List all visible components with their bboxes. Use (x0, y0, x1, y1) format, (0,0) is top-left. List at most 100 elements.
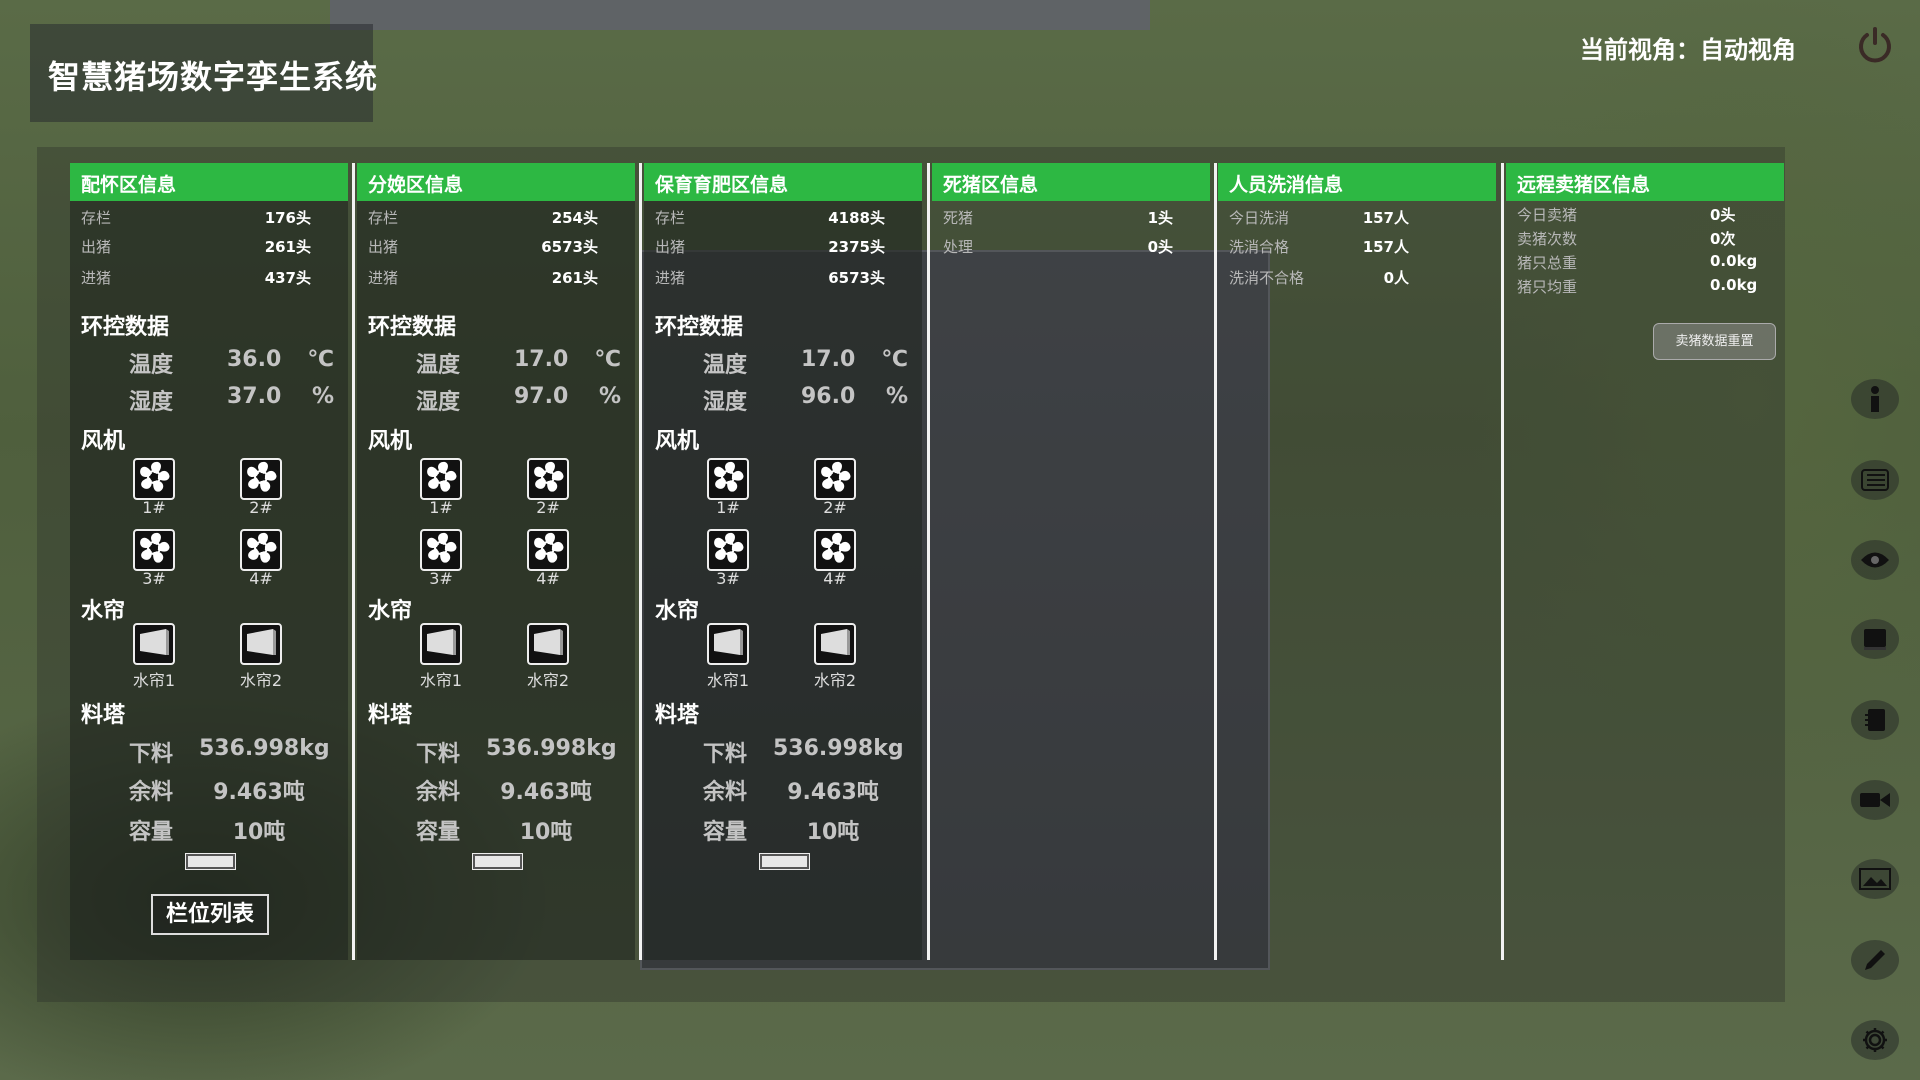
curtain-toggle-2[interactable] (240, 623, 282, 665)
stat-label: 存栏 (655, 209, 686, 227)
humidity-value: 96.0 (801, 384, 856, 409)
stat-label: 猪只均重 (1517, 278, 1578, 296)
capacity-label: 容量 (416, 820, 461, 845)
feed_left-value: 9.463吨 (213, 780, 305, 805)
env-section-title: 环控数据 (368, 315, 457, 340)
fan-toggle-4[interactable] (814, 529, 856, 571)
stat-value: 2375头 (828, 238, 885, 256)
fan-label: 3# (716, 569, 740, 588)
info-panel-3: 远程卖猪区信息 今日卖猪 0头 卖猪次数 0次 猪只总重 0.0kg 猪只均重 0.0kg 卖猪数… (1506, 163, 1784, 360)
stat-value: 261头 (551, 269, 598, 287)
stat-value: 261头 (264, 238, 311, 256)
fan-toggle-4[interactable] (240, 529, 282, 571)
curtain-label: 水帘2 (239, 671, 283, 690)
water-curtain-icon (424, 627, 458, 661)
side-button-list[interactable] (1851, 460, 1899, 500)
feed_left-label: 余料 (129, 780, 174, 805)
fan-icon (137, 460, 171, 498)
scene-road (330, 0, 1150, 30)
stat-label: 处理 (943, 238, 974, 256)
stat-value: 0.0kg (1710, 252, 1758, 270)
feed-switch[interactable] (472, 853, 523, 870)
stat-label: 死猪 (943, 209, 974, 227)
stat-row: 进猪 6573头 (655, 267, 885, 288)
temperature-label: 温度 (703, 353, 748, 378)
stat-value: 157人 (1362, 209, 1409, 227)
current-view-label[interactable]: 当前视角：自动视角 (1580, 36, 1796, 64)
stat-row: 存栏 176头 (81, 207, 311, 228)
feed_left-row: 余料 9.463吨 (703, 774, 913, 806)
stat-row: 洗消合格 157人 (1229, 236, 1459, 257)
stat-label: 存栏 (368, 209, 399, 227)
curtain-toggle-1[interactable] (420, 623, 462, 665)
feed_down-value: 536.998kg (486, 736, 617, 761)
humidity-label: 湿度 (416, 390, 461, 415)
list-icon (1861, 469, 1889, 491)
stat-value: 254头 (551, 209, 598, 227)
fan-toggle-3[interactable] (420, 529, 462, 571)
side-button-image[interactable] (1851, 859, 1899, 899)
capacity-label: 容量 (129, 820, 174, 845)
fan-icon (424, 531, 458, 569)
side-button-pencil[interactable] (1851, 940, 1899, 980)
water-curtain-icon (531, 627, 565, 661)
fan-toggle-2[interactable] (814, 458, 856, 500)
curtain-toggle-1[interactable] (133, 623, 175, 665)
temperature-row: 温度 17.0 ℃ (703, 347, 908, 379)
pen-list-button[interactable]: 栏位列表 (151, 894, 269, 935)
fan-toggle-1[interactable] (133, 458, 175, 500)
side-button-eye[interactable] (1851, 540, 1899, 580)
humidity-unit: % (598, 384, 621, 409)
feed_left-label: 余料 (703, 780, 748, 805)
fan-toggle-1[interactable] (707, 458, 749, 500)
feed_left-row: 余料 9.463吨 (416, 774, 626, 806)
stat-row: 存栏 4188头 (655, 207, 885, 228)
curtain-toggle-2[interactable] (527, 623, 569, 665)
side-button-info[interactable] (1851, 379, 1899, 419)
stat-label: 出猪 (81, 238, 112, 256)
panel-title: 人员洗消信息 (1218, 163, 1496, 201)
reset-sales-data-button[interactable]: 卖猪数据重置 (1653, 323, 1776, 360)
stat-row: 今日洗消 157人 (1229, 207, 1459, 228)
feed_left-value: 9.463吨 (787, 780, 879, 805)
fan-toggle-4[interactable] (527, 529, 569, 571)
feed-switch[interactable] (185, 853, 236, 870)
curtain-toggle-1[interactable] (707, 623, 749, 665)
side-button-book[interactable] (1851, 619, 1899, 659)
fan-icon (818, 531, 852, 569)
feed_down-label: 下料 (416, 742, 461, 767)
capacity-row: 容量 10吨 (416, 814, 626, 846)
humidity-label: 湿度 (703, 390, 748, 415)
fan-toggle-2[interactable] (240, 458, 282, 500)
fan-label: 2# (823, 498, 847, 517)
power-icon[interactable] (1855, 25, 1895, 65)
curtain-toggle-2[interactable] (814, 623, 856, 665)
stat-row: 猪只均重 0.0kg (1517, 276, 1757, 297)
stat-row: 今日卖猪 0头 (1517, 204, 1757, 225)
stat-value: 4188头 (828, 209, 885, 227)
feed-tower-section-title: 料塔 (368, 703, 413, 728)
fan-toggle-3[interactable] (707, 529, 749, 571)
side-button-notebook[interactable] (1851, 700, 1899, 740)
capacity-row: 容量 10吨 (703, 814, 913, 846)
fan-toggle-3[interactable] (133, 529, 175, 571)
env-panel-1: 配怀区信息 存栏 176头 出猪 261头 进猪 437头 环控数据 温度 36.0 ℃ 湿度 37.0… (70, 163, 348, 960)
stat-label: 今日卖猪 (1517, 206, 1578, 224)
side-button-gear[interactable] (1851, 1020, 1899, 1060)
stat-label: 洗消不合格 (1229, 269, 1305, 287)
fan-section-title: 风机 (655, 429, 700, 454)
temperature-value: 17.0 (514, 347, 569, 372)
feed_left-value: 9.463吨 (500, 780, 592, 805)
stat-row: 死猪 1头 (943, 207, 1173, 228)
curtain-label: 水帘2 (813, 671, 857, 690)
side-button-video-camera[interactable] (1851, 780, 1899, 820)
fan-toggle-1[interactable] (420, 458, 462, 500)
stat-label: 今日洗消 (1229, 209, 1290, 227)
humidity-row: 湿度 37.0% (129, 384, 334, 416)
curtain-label: 水帘2 (526, 671, 570, 690)
fan-toggle-2[interactable] (527, 458, 569, 500)
feed-switch[interactable] (759, 853, 810, 870)
stat-label: 出猪 (655, 238, 686, 256)
humidity-value: 37.0 (227, 384, 282, 409)
curtain-label: 水帘1 (132, 671, 176, 690)
